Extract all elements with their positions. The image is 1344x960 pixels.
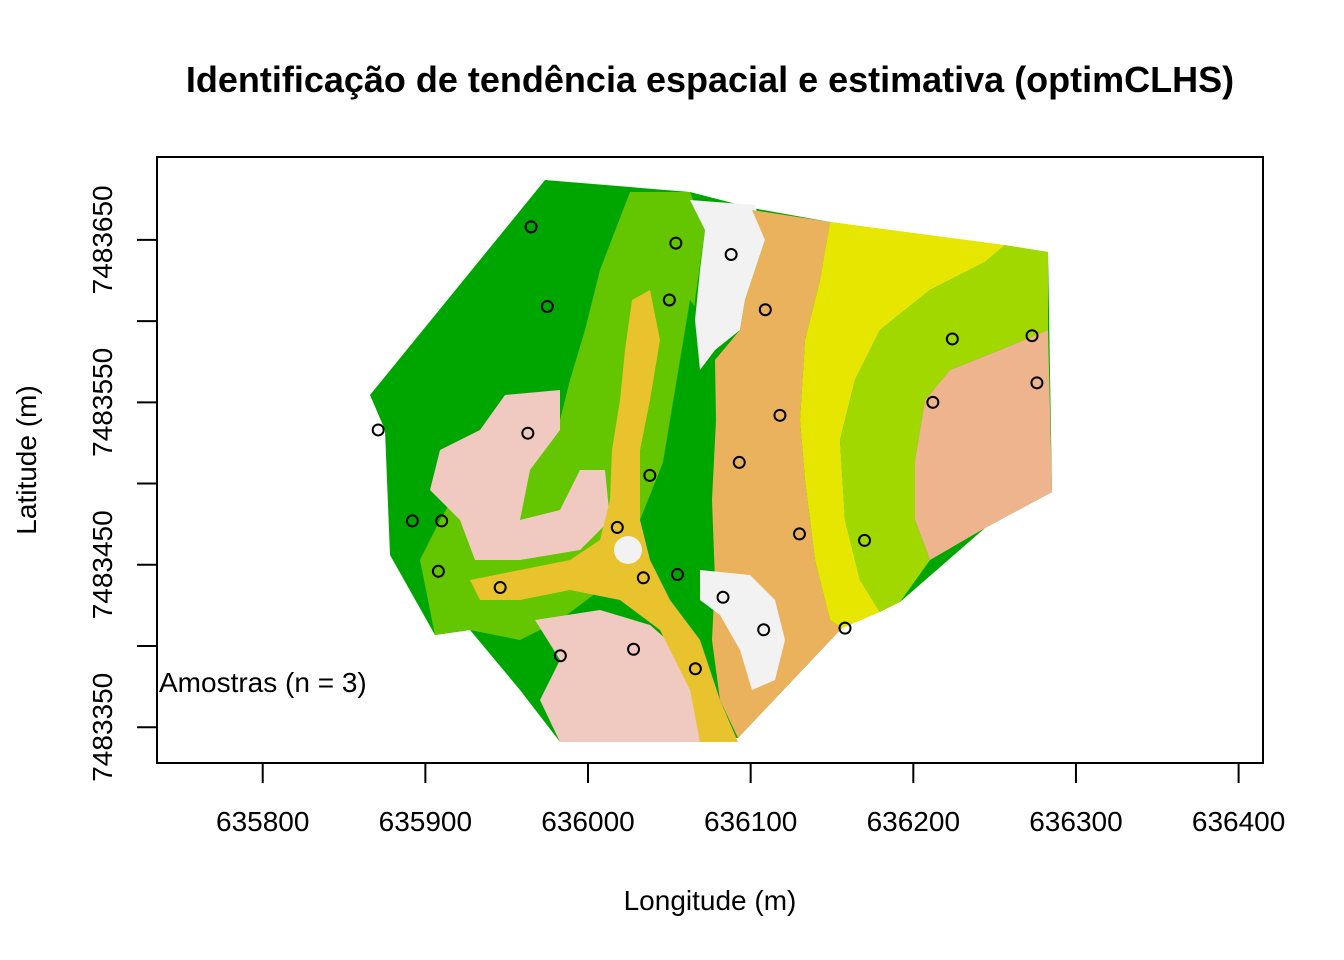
- sample-point: [838, 621, 852, 635]
- y-axis-label: Latitude (m): [11, 385, 42, 534]
- raster-surface: [370, 180, 1052, 742]
- sample-point: [757, 623, 771, 637]
- sample-point: [405, 514, 419, 528]
- sample-point: [773, 408, 787, 422]
- x-tick-label: 636000: [541, 806, 634, 837]
- sample-point: [758, 303, 772, 317]
- sample-point: [945, 332, 959, 346]
- sample-point: [792, 527, 806, 541]
- sample-point: [524, 220, 538, 234]
- x-tick-label: 635900: [379, 806, 472, 837]
- sample-point: [670, 568, 684, 582]
- sample-point: [540, 299, 554, 313]
- x-axis-label: Longitude (m): [624, 885, 797, 916]
- raster-zone-ochre: [470, 290, 738, 742]
- sample-point: [1025, 329, 1039, 343]
- sample-point: [732, 455, 746, 469]
- samples-annotation: Amostras (n = 3): [159, 667, 367, 698]
- sample-point: [493, 581, 507, 595]
- sample-point: [521, 426, 535, 440]
- y-tick-label: 7483450: [87, 510, 118, 619]
- sample-point: [858, 533, 872, 547]
- x-tick-label: 636200: [867, 806, 960, 837]
- sample-points: [371, 220, 1044, 676]
- raster-zone-yellow-green: [840, 245, 1048, 612]
- chart-title: Identificação de tendência espacial e es…: [186, 59, 1234, 100]
- sample-point: [688, 662, 702, 676]
- raster-zone-pink-bottom: [535, 610, 700, 742]
- raster-zone-yellow: [800, 222, 1005, 628]
- y-tick-label: 7483550: [87, 348, 118, 457]
- raster-zone-salmon: [915, 330, 1052, 560]
- sample-point: [716, 590, 730, 604]
- x-tick-label: 636100: [704, 806, 797, 837]
- raster-zone-white-top: [690, 200, 765, 370]
- y-axis: 7483350 7483450 7483550 7483650: [87, 185, 158, 782]
- sample-point: [435, 514, 449, 528]
- y-tick-label: 7483350: [87, 673, 118, 782]
- sample-point: [926, 395, 940, 409]
- sample-point: [1030, 376, 1044, 390]
- x-tick-label: 636300: [1029, 806, 1122, 837]
- sample-point: [627, 642, 641, 656]
- x-tick-label: 636400: [1192, 806, 1285, 837]
- sample-point: [610, 520, 624, 534]
- sample-point: [724, 247, 738, 261]
- raster-zone-pink: [430, 390, 610, 560]
- sample-point: [643, 468, 657, 482]
- x-tick-label: 635800: [216, 806, 309, 837]
- y-tick-label: 7483650: [87, 185, 118, 294]
- sample-point: [636, 571, 650, 585]
- x-axis: 635800 635900 636000 636100 636200 636300 6364…: [216, 762, 1285, 837]
- raster-zone-white-bottom: [700, 570, 785, 690]
- raster-zone-white-island: [614, 536, 642, 564]
- sample-point: [669, 236, 683, 250]
- sample-point: [553, 649, 567, 663]
- sample-point: [431, 564, 445, 578]
- sample-point: [662, 293, 676, 307]
- sample-point: [371, 423, 385, 437]
